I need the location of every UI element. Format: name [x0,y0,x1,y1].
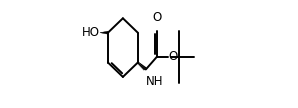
Text: NH: NH [146,75,164,88]
Polygon shape [100,31,108,34]
Text: O: O [168,50,178,63]
Text: HO: HO [81,26,100,39]
Text: O: O [152,11,162,24]
